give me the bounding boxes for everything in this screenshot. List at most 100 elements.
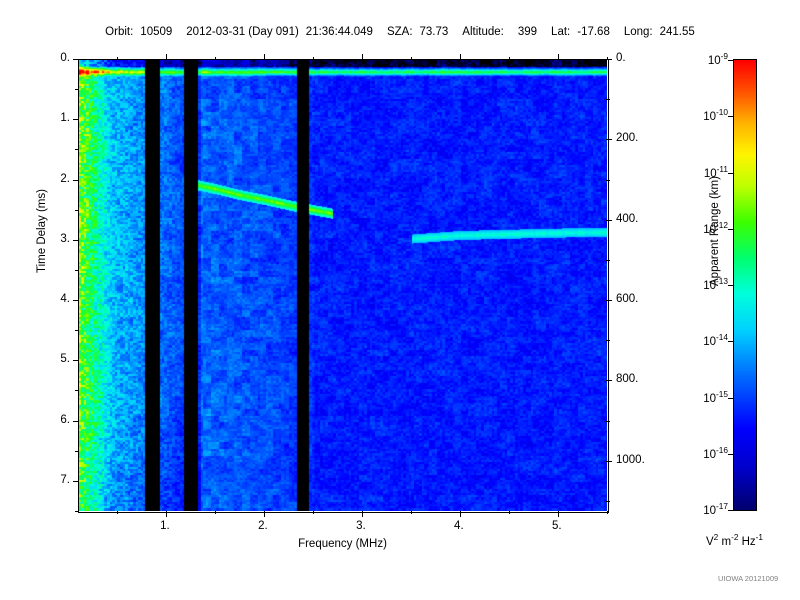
colorbar-tick-label: 10-10 (703, 108, 728, 124)
y-left-tick-label: 6. (60, 413, 70, 426)
axis-tick (75, 89, 79, 91)
sza-value: 73.73 (419, 26, 449, 38)
colorbar-tick-label: 10-15 (703, 389, 728, 405)
colorbar-tick-label: 10-14 (703, 333, 728, 349)
observation-time: 21:36:44.049 (305, 26, 373, 38)
long-value: 241.55 (659, 26, 695, 38)
axis-tick (606, 420, 610, 422)
axis-tick (411, 57, 413, 60)
axis-tick (509, 511, 511, 514)
colorbar-tick (728, 229, 733, 230)
altitude-value: 399 (517, 26, 538, 38)
axis-tick (313, 57, 315, 60)
axis-tick (73, 300, 79, 302)
axis-tick (215, 57, 217, 60)
axis-tick (607, 511, 608, 514)
axis-tick (460, 511, 462, 517)
colorbar-tick-label: 10-12 (703, 220, 728, 236)
axis-tick (411, 511, 413, 514)
axis-tick (73, 360, 79, 362)
colorbar-tick (728, 510, 733, 511)
axis-tick (73, 239, 79, 241)
axis-tick (117, 57, 119, 60)
x-tick-label: 5. (552, 520, 562, 532)
axis-tick (73, 179, 79, 181)
axis-tick (215, 511, 217, 514)
axis-tick (75, 330, 79, 332)
axis-tick (313, 511, 315, 514)
orbit-value: 10509 (140, 26, 173, 38)
x-axis-label: Frequency (MHz) (298, 538, 387, 550)
axis-tick (460, 54, 462, 60)
y-left-tick-label: 5. (60, 353, 70, 366)
x-tick-label: 1. (160, 520, 170, 532)
axis-tick (75, 450, 79, 452)
axis-tick (509, 57, 511, 60)
axis-tick (73, 119, 79, 121)
y-left-tick-label: 4. (60, 293, 70, 306)
colorbar-tick (728, 398, 733, 399)
axis-tick (264, 511, 266, 517)
y-right-tick-label: 200. (616, 132, 639, 145)
colorbar-tick-label: 10-17 (703, 502, 728, 517)
axis-tick (606, 300, 612, 302)
altitude-label: Altitude: (462, 26, 504, 38)
axis-tick (73, 480, 79, 482)
sza-label: SZA: (386, 26, 413, 38)
y-left-tick-label: 0. (60, 52, 70, 64)
y-right-tick-label: 400. (616, 212, 639, 225)
axis-tick (75, 269, 79, 271)
x-tick-label: 4. (454, 520, 464, 532)
y-right-tick-label: 0. (616, 52, 626, 64)
y-left-tick-label: 7. (60, 473, 70, 486)
axis-tick (558, 54, 560, 60)
colorbar-gradient (734, 60, 756, 510)
colorbar-tick (728, 454, 733, 455)
y-left-tick-label: 2. (60, 172, 70, 185)
axis-tick (606, 500, 610, 502)
header-info-line: Orbit: 10509 2012-03-31 (Day 091) 21:36:44.… (0, 26, 800, 38)
y-axis-label-left: Time Delay (ms) (36, 189, 48, 273)
axis-tick (606, 139, 612, 141)
colorbar-tick-label: 10-13 (703, 277, 728, 292)
colorbar-tick (728, 60, 733, 61)
axis-tick (606, 460, 612, 462)
axis-tick (606, 259, 610, 261)
y-left-tick-label: 3. (60, 232, 70, 245)
colorbar (733, 59, 757, 511)
axis-tick (558, 511, 560, 517)
axis-tick (73, 420, 79, 422)
colorbar-tick (728, 116, 733, 117)
spectrogram-plot (78, 59, 607, 511)
axis-tick (606, 219, 612, 221)
x-tick-label: 2. (258, 520, 268, 532)
lat-label: Lat: (551, 26, 571, 38)
x-tick-label: 3. (356, 520, 366, 532)
orbit-label: Orbit: (105, 26, 134, 38)
axis-tick (362, 511, 364, 517)
axis-tick (166, 54, 168, 60)
credit-text: UIOWA 20121009 (718, 574, 779, 583)
y-left-tick-label: 1. (60, 112, 70, 125)
colorbar-tick (728, 341, 733, 342)
colorbar-tick (728, 173, 733, 174)
colorbar-tick-label: 10-16 (703, 445, 728, 461)
axis-tick (606, 59, 612, 60)
axis-tick (75, 149, 79, 151)
long-label: Long: (623, 26, 653, 38)
y-right-tick-label: 800. (616, 373, 639, 386)
axis-tick (166, 511, 168, 517)
lat-value: -17.68 (577, 26, 610, 38)
axis-tick (73, 59, 79, 60)
axis-tick (606, 340, 610, 342)
axis-tick (75, 511, 79, 512)
axis-tick (117, 511, 119, 514)
axis-tick (606, 179, 610, 181)
spectrogram-canvas (78, 59, 607, 511)
axis-tick (606, 380, 612, 382)
axis-tick (607, 57, 608, 60)
axis-tick (75, 390, 79, 392)
colorbar-tick-label: 10-11 (703, 164, 728, 180)
observation-date: 2012-03-31 (Day 091) (186, 26, 299, 38)
